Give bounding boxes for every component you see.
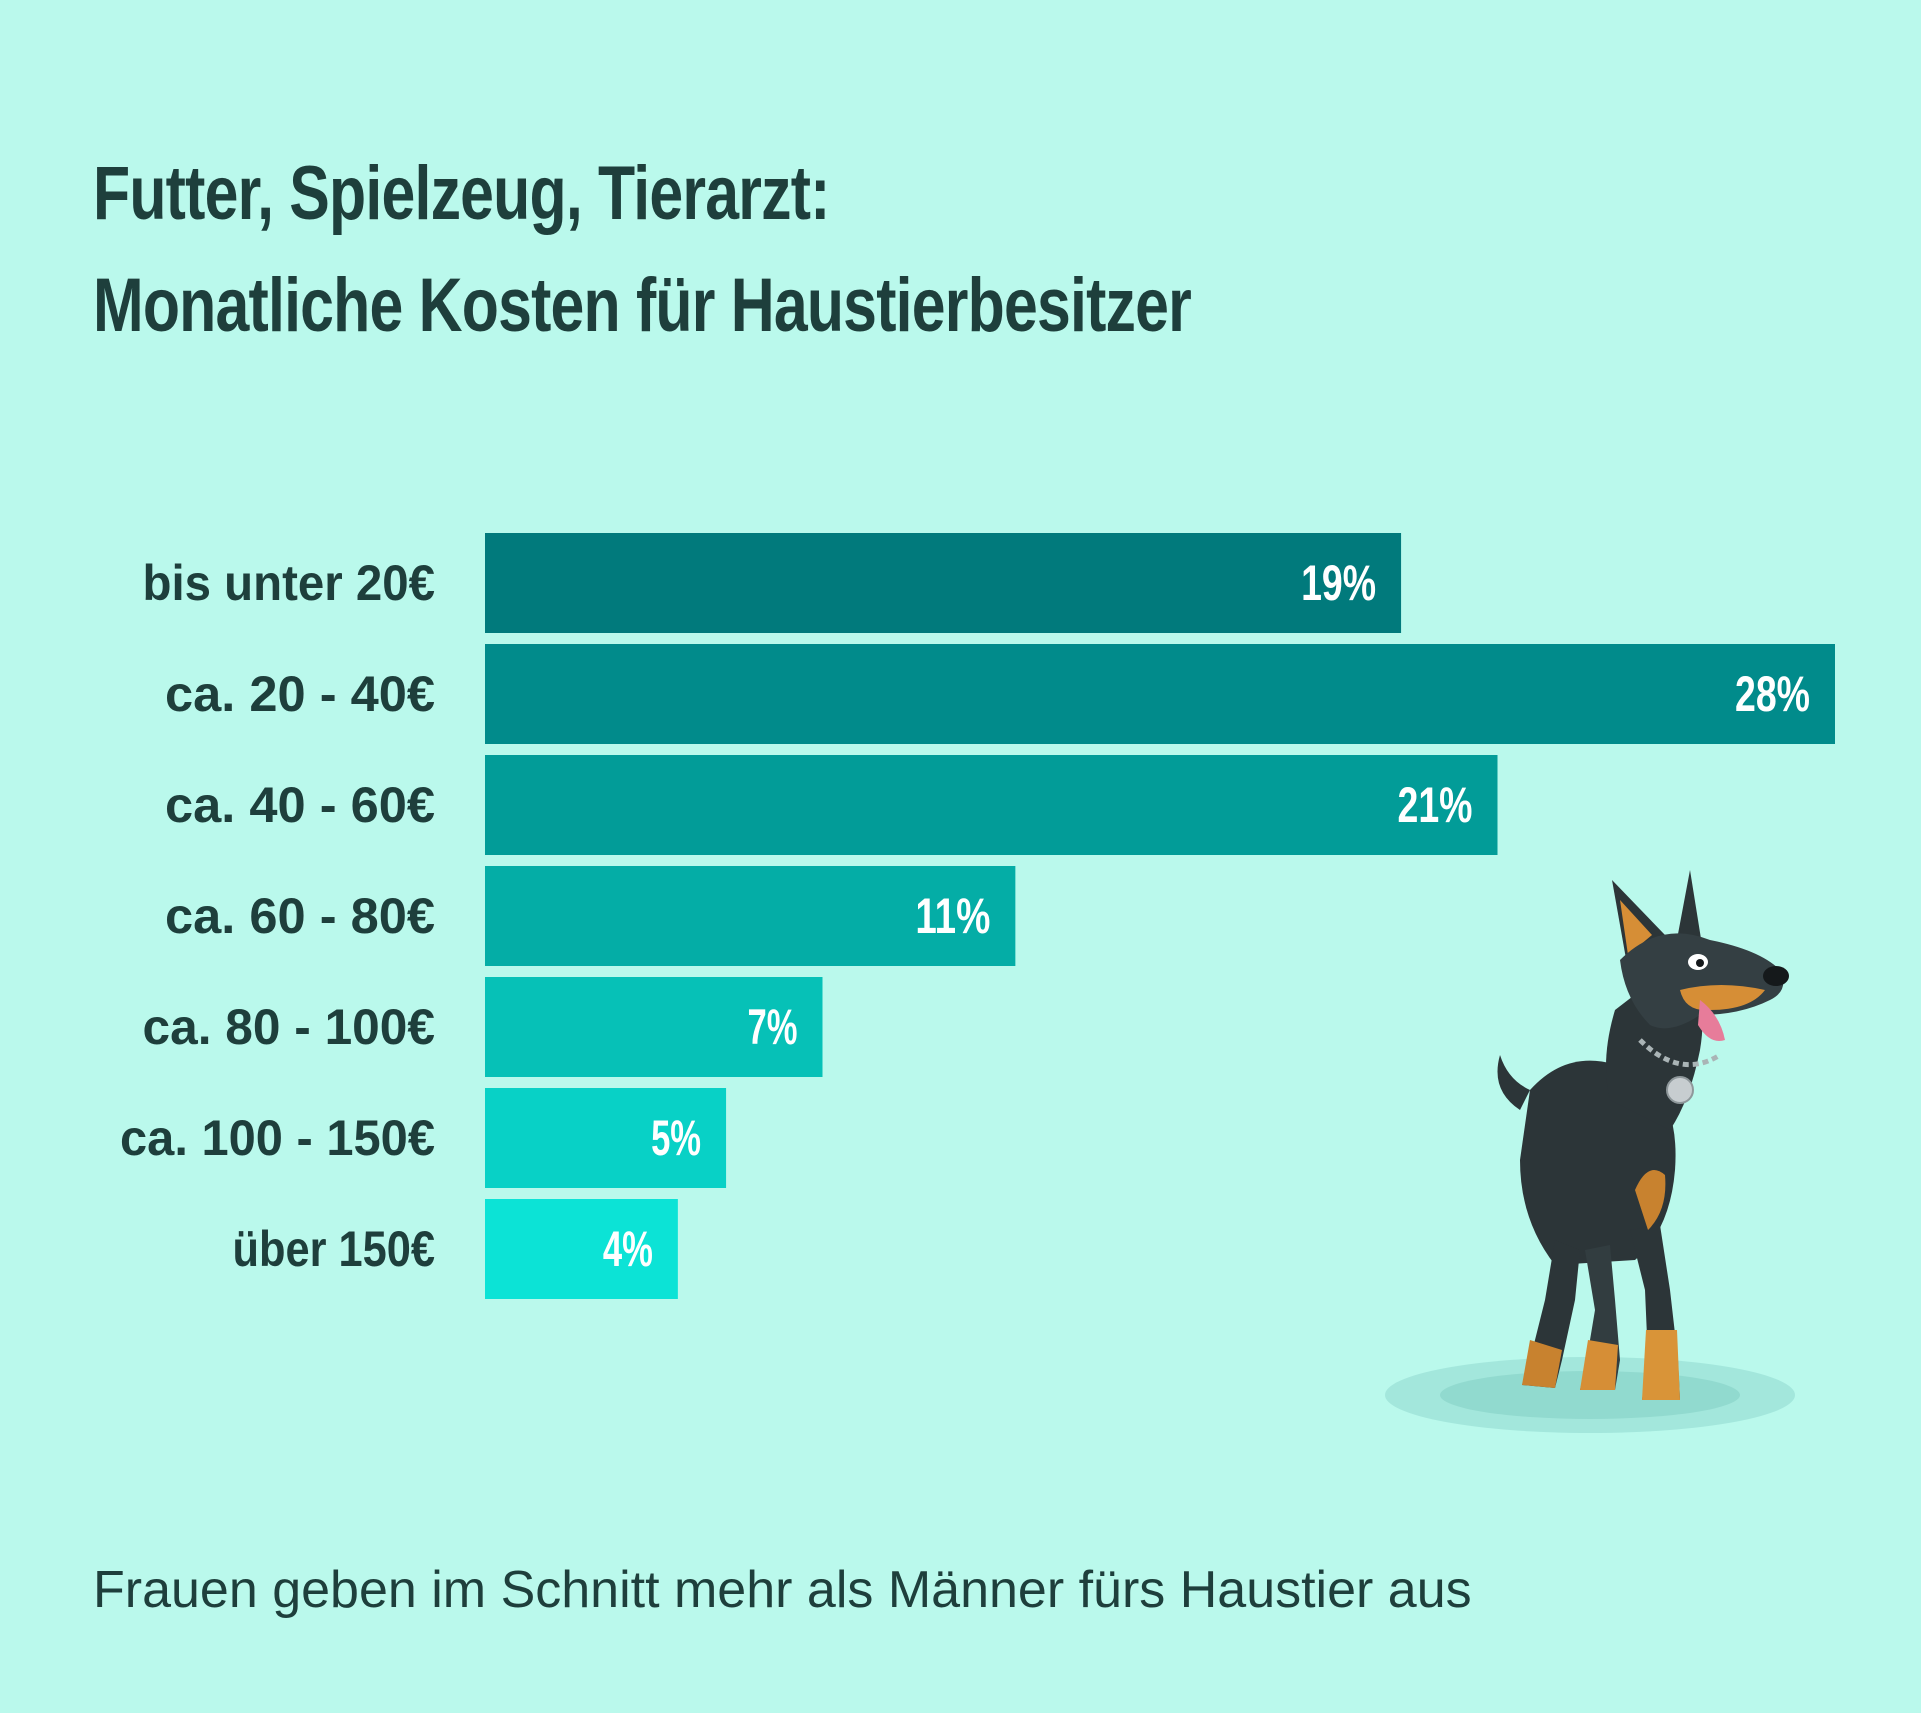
bar-4 [485,866,1016,966]
value-label: 5% [651,1110,701,1166]
doberman-dog-icon [1385,870,1795,1433]
value-label: 11% [915,888,990,944]
bar-2 [485,644,1835,744]
bar-3 [485,755,1498,855]
bar-5 [485,977,823,1077]
value-label: 19% [1301,555,1376,611]
value-label: 4% [603,1221,653,1277]
bar-chart: bis unter 20€ 19% ca. 20 - 40€ 28% ca. 40 - … [120,533,1835,1299]
category-label: ca. 100 - 150€ [120,1110,435,1166]
category-label: ca. 40 - 60€ [165,777,435,833]
category-label: bis unter 20€ [143,555,436,611]
category-label: ca. 20 - 40€ [165,666,435,722]
chart-subtitle: Frauen geben im Schnitt mehr als Männer … [93,1561,1472,1619]
chart-title: Futter, Spielzeug, Tierarzt: Monatliche … [93,138,1192,362]
chart-title-line-2: Monatliche Kosten für Haustierbesitzer [93,263,1192,348]
value-label: 21% [1398,777,1473,833]
value-label: 7% [748,999,798,1055]
bar-7 [485,1199,678,1299]
category-label: ca. 80 - 100€ [143,999,436,1055]
chart-title-line-1: Futter, Spielzeug, Tierarzt: [93,151,830,236]
category-label: ca. 60 - 80€ [165,888,435,944]
bar-6 [485,1088,727,1188]
category-label: über 150€ [233,1221,436,1277]
value-label: 28% [1735,666,1810,722]
bar-1 [485,533,1402,633]
